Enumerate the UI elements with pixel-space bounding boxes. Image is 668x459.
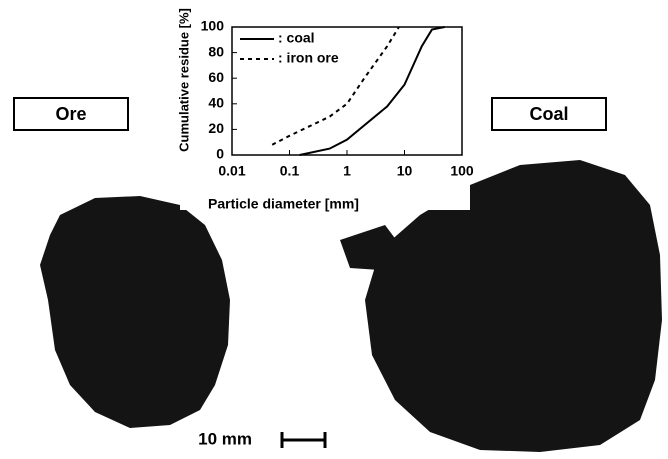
x-tick-label: 0.1 xyxy=(280,163,300,179)
coal-label: Coal xyxy=(529,104,568,124)
x-tick-label: 0.01 xyxy=(218,163,245,179)
y-tick-label: 100 xyxy=(201,18,225,34)
legend-label: : iron ore xyxy=(278,50,339,66)
coal-fragment xyxy=(340,225,400,270)
chart-background xyxy=(180,0,470,210)
coal-box xyxy=(491,97,607,131)
x-tick-label: 100 xyxy=(450,163,474,179)
data-line xyxy=(299,26,445,156)
y-axis-label: Cumulative residue [%] xyxy=(176,8,191,152)
scale-bar-label: 10 mm xyxy=(198,429,252,448)
coal-pile xyxy=(365,160,662,452)
y-tick-label: 80 xyxy=(208,43,224,59)
legend-label: : coal xyxy=(278,30,315,46)
ore-label: Ore xyxy=(55,104,86,124)
y-tick-label: 20 xyxy=(208,120,224,136)
ore-box xyxy=(13,97,129,131)
y-tick-label: 40 xyxy=(208,95,224,111)
data-line xyxy=(271,26,400,146)
x-tick-label: 1 xyxy=(343,163,351,179)
ore-pile xyxy=(40,196,230,428)
x-axis-label: Particle diameter [mm] xyxy=(208,196,359,212)
y-tick-label: 0 xyxy=(216,146,224,162)
scale-bar xyxy=(280,432,327,448)
x-tick-label: 10 xyxy=(397,163,413,179)
y-tick-label: 60 xyxy=(208,69,224,85)
